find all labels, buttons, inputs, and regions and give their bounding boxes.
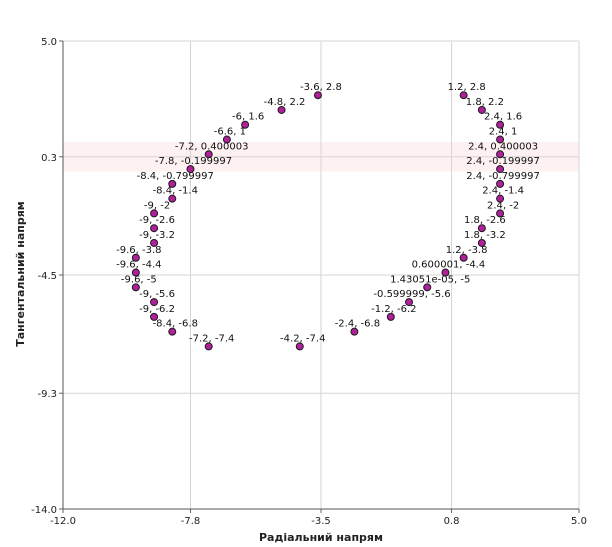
- axes: [59, 40, 580, 513]
- data-point-label: -2.4, -6.8: [335, 319, 380, 330]
- data-point-label: -9, -6.2: [139, 304, 175, 315]
- data-point: [477, 105, 486, 114]
- data-point: [150, 298, 159, 307]
- data-point: [423, 283, 432, 292]
- data-point: [186, 165, 195, 174]
- data-point: [295, 342, 304, 351]
- y-tick-label: -9.3: [37, 389, 57, 400]
- data-point-label: -7.2, 0.400003: [175, 141, 249, 152]
- data-point: [313, 91, 322, 100]
- data-point-label: -9, -5.6: [139, 289, 175, 300]
- data-point-label: -6, 1.6: [232, 112, 264, 123]
- data-point-label: 1.8, 2.2: [466, 97, 504, 108]
- data-point-label: 2.4, -2: [487, 200, 519, 211]
- data-point-label: -9, -2.6: [139, 215, 175, 226]
- data-point-label: -8.4, -1.4: [153, 186, 198, 197]
- data-point-label: -8.4, -0.799997: [137, 171, 214, 182]
- y-tick-label: -4.5: [37, 271, 57, 282]
- x-tick-label: 0.8: [444, 516, 460, 527]
- data-points: [131, 91, 505, 351]
- data-point: [222, 135, 231, 144]
- data-point-label: -6.6, 1: [214, 127, 246, 138]
- data-point-label: 1.8, -3.2: [464, 230, 506, 241]
- data-point: [241, 120, 250, 129]
- data-point: [168, 327, 177, 336]
- y-tick-label: 5.0: [41, 37, 57, 48]
- data-point-label: 1.2, -3.8: [446, 245, 488, 256]
- data-point: [150, 209, 159, 218]
- data-point-label: -9.6, -4.4: [116, 260, 161, 271]
- data-point-label: 0.600001, -4.4: [412, 260, 486, 271]
- data-point-label: -7.2, -7.4: [189, 333, 234, 344]
- data-point-label: -8.4, -6.8: [153, 319, 198, 330]
- data-point: [459, 91, 468, 100]
- tick-labels: -12.0 -7.8 -3.5 0.8 5.0 5.0 0.3 -4.5 -9.3 -14.0: [31, 37, 587, 527]
- x-tick-label: -7.8: [181, 516, 201, 527]
- x-tick-label: -3.5: [311, 516, 331, 527]
- data-point: [496, 209, 505, 218]
- data-point: [150, 238, 159, 247]
- data-point: [168, 179, 177, 188]
- data-point: [204, 150, 213, 159]
- data-point: [459, 253, 468, 262]
- x-tick-label: 5.0: [571, 516, 587, 527]
- data-point: [405, 298, 414, 307]
- data-point: [496, 135, 505, 144]
- data-point: [441, 268, 450, 277]
- data-point-label: -9, -2: [144, 200, 170, 211]
- data-point: [496, 179, 505, 188]
- data-point: [350, 327, 359, 336]
- data-point: [204, 342, 213, 351]
- y-tick-label: -14.0: [31, 505, 57, 516]
- data-point: [496, 194, 505, 203]
- data-point: [477, 238, 486, 247]
- data-point: [131, 268, 140, 277]
- data-point: [386, 312, 395, 321]
- data-point-label: 1.8, -2.6: [464, 215, 506, 226]
- data-point: [477, 224, 486, 233]
- data-point: [496, 165, 505, 174]
- data-point-label: 2.4, 0.400003: [468, 141, 538, 152]
- data-point-label: -7.8, -0.199997: [155, 156, 232, 167]
- data-point: [150, 224, 159, 233]
- data-point: [131, 283, 140, 292]
- data-point-label: 2.4, -0.799997: [466, 171, 540, 182]
- data-point-label: 2.4, 1.6: [484, 112, 522, 123]
- data-point-label: -9.6, -5: [121, 274, 157, 285]
- data-point-label: -1.2, -6.2: [371, 304, 416, 315]
- data-point-label: 1.43051e-05, -5: [390, 274, 470, 285]
- data-point-label: -4.2, -7.4: [280, 333, 325, 344]
- data-point-label: 2.4, -1.4: [482, 186, 524, 197]
- data-point-label: 2.4, 1: [489, 127, 518, 138]
- data-point-label: 1.2, 2.8: [448, 82, 486, 93]
- x-axis-title: Радіальний напрям: [259, 531, 383, 544]
- x-tick-label: -12.0: [50, 516, 76, 527]
- y-tick-label: 0.3: [41, 153, 57, 164]
- data-point: [150, 312, 159, 321]
- data-point-label: 2.4, -0.199997: [466, 156, 540, 167]
- data-point-label: -0.599999, -5.6: [373, 289, 450, 300]
- data-point-label: -3.6, 2.8: [300, 82, 342, 93]
- data-point-label: -9.6, -3.8: [116, 245, 161, 256]
- data-point: [496, 150, 505, 159]
- data-point-label: -9, -3.2: [139, 230, 175, 241]
- point-labels: -3.6, 2.8 -4.8, 2.2-6, 1.6 -6.6, 1 -7.2, 0.…: [116, 82, 540, 344]
- data-point: [277, 105, 286, 114]
- data-point: [496, 120, 505, 129]
- data-point-label: -4.8, 2.2: [264, 97, 306, 108]
- data-point: [131, 253, 140, 262]
- data-point: [168, 194, 177, 203]
- y-axis-title: Тангентальний напрям: [14, 201, 27, 347]
